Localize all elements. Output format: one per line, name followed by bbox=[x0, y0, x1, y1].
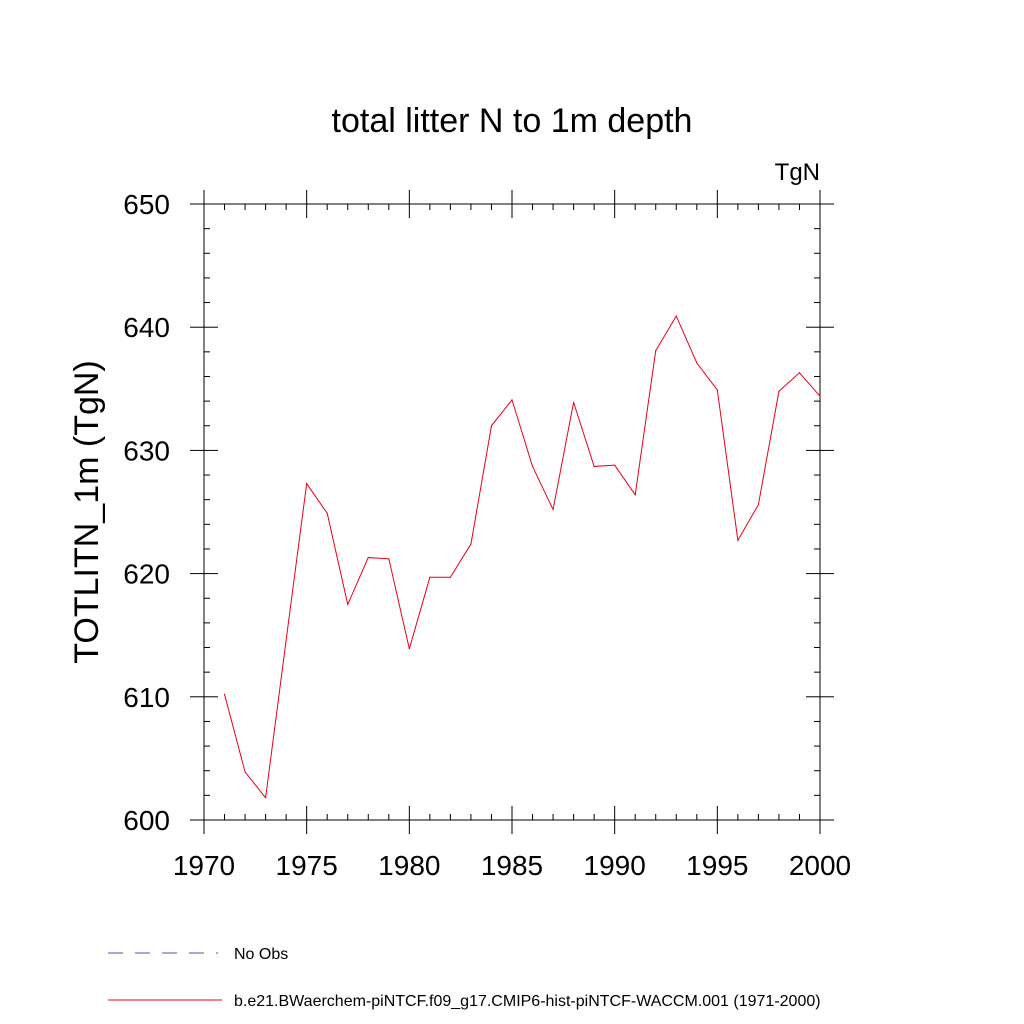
chart-title: total litter N to 1m depth bbox=[332, 102, 693, 140]
x-tick-label: 1990 bbox=[584, 850, 646, 881]
series-group bbox=[223, 315, 821, 800]
series-point bbox=[798, 372, 801, 374]
y-tick-label: 620 bbox=[123, 559, 170, 590]
series-point bbox=[470, 543, 472, 545]
series-point bbox=[306, 483, 308, 485]
series-point bbox=[757, 504, 760, 506]
series-point bbox=[675, 315, 677, 317]
series-point bbox=[634, 494, 636, 496]
x-tick-label: 1980 bbox=[378, 850, 440, 881]
x-tick-labels: 1970 1975 1980 1985 1990 1995 2000 bbox=[173, 850, 851, 881]
series-point bbox=[655, 350, 657, 352]
x-tick-label: 1985 bbox=[481, 850, 543, 881]
units-label: TgN bbox=[775, 159, 820, 186]
series-point bbox=[531, 465, 534, 468]
axis-ticks bbox=[190, 190, 834, 834]
series-point bbox=[408, 648, 410, 650]
series-point bbox=[737, 539, 739, 541]
legend-label-no-obs: No Obs bbox=[234, 946, 288, 963]
series-point bbox=[573, 401, 575, 403]
series-point bbox=[716, 389, 718, 391]
series-point bbox=[347, 603, 349, 606]
y-tick-label: 650 bbox=[123, 189, 170, 220]
x-tick-label: 1995 bbox=[686, 850, 748, 881]
x-tick-label: 1970 bbox=[173, 850, 235, 881]
series-point bbox=[819, 395, 821, 397]
series-point bbox=[388, 558, 390, 560]
series-point bbox=[223, 693, 226, 695]
x-tick-label: 2000 bbox=[789, 850, 851, 881]
y-axis-title: TOTLITN_1m (TgN) bbox=[68, 360, 106, 664]
series-point bbox=[449, 576, 451, 578]
plot-frame bbox=[203, 203, 821, 821]
series-line bbox=[224, 315, 821, 800]
series-point bbox=[326, 512, 328, 514]
series-point bbox=[265, 797, 267, 799]
y-tick-label: 610 bbox=[123, 682, 170, 713]
y-tick-label: 600 bbox=[123, 805, 170, 836]
y-tick-label: 630 bbox=[123, 435, 170, 466]
series-point bbox=[778, 390, 780, 392]
series-point bbox=[285, 639, 287, 641]
series-point bbox=[511, 399, 513, 401]
legend-label-model-run: b.e21.BWaerchem-piNTCF.f09_g17.CMIP6-his… bbox=[234, 993, 821, 1010]
series-point bbox=[593, 465, 595, 468]
series-point bbox=[244, 771, 246, 773]
legend: No Obs b.e21.BWaerchem-piNTCF.f09_g17.CM… bbox=[108, 946, 821, 1010]
series-point bbox=[614, 464, 616, 466]
y-tick-label: 640 bbox=[123, 312, 170, 343]
y-tick-labels: 600 610 620 630 640 650 bbox=[123, 189, 170, 836]
series-point bbox=[552, 508, 554, 511]
x-tick-label: 1975 bbox=[276, 850, 338, 881]
series-point bbox=[429, 576, 431, 578]
series-point bbox=[696, 362, 698, 364]
series-point bbox=[367, 556, 369, 559]
series-point bbox=[490, 425, 493, 427]
